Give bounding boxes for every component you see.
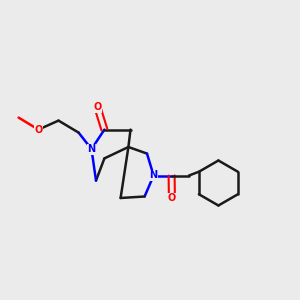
Text: O: O (93, 102, 102, 112)
Text: O: O (34, 124, 43, 135)
Text: N: N (87, 144, 96, 154)
Text: N: N (149, 170, 158, 181)
Text: O: O (168, 193, 176, 203)
